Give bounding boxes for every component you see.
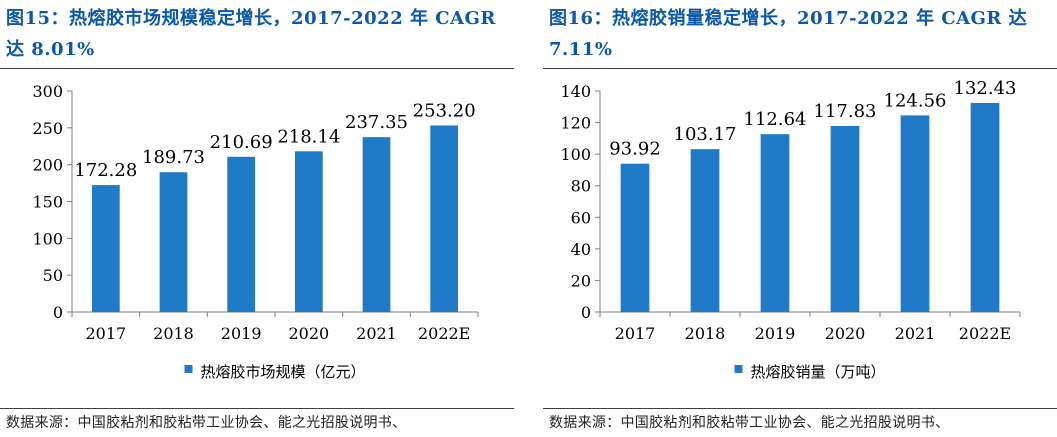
title-divider	[0, 68, 514, 69]
y-tick-label: 250	[32, 119, 63, 138]
data-label: 93.92	[609, 139, 661, 160]
y-tick-label: 40	[571, 240, 591, 259]
sales-volume-bar-chart: 0 20 40 60 80 100 120 140 93.92 2017 103.17 2018 112…	[560, 78, 1021, 381]
x-tick-label: 2019	[755, 324, 796, 343]
data-label: 112.64	[744, 109, 807, 130]
x-tick-label: 2020	[288, 324, 329, 343]
source-divider	[543, 408, 1057, 409]
data-label: 189.73	[142, 147, 205, 168]
data-label: 117.83	[814, 101, 877, 122]
y-tick-label: 120	[560, 114, 591, 133]
data-label: 172.28	[74, 160, 137, 181]
data-label: 210.69	[210, 132, 273, 153]
bar	[760, 134, 790, 312]
bar	[294, 151, 323, 312]
figure-title: 图16：热熔胶销量稳定增长，2017-2022 年 CAGR 达 7.11%	[549, 8, 1028, 60]
legend-swatch	[734, 365, 743, 373]
data-label: 218.14	[277, 126, 340, 147]
data-label: 124.56	[884, 90, 947, 111]
y-tick-label: 50	[43, 266, 63, 285]
bar	[970, 102, 1000, 312]
x-tick-label: 2017	[85, 324, 126, 343]
y-tick-label: 60	[571, 208, 591, 227]
y-tick-label: 20	[571, 271, 591, 290]
x-tick-label: 2021	[356, 324, 397, 343]
x-tick-label: 2017	[615, 324, 656, 343]
bar	[159, 172, 188, 312]
y-tick-label: 150	[32, 193, 63, 212]
data-label: 103.17	[674, 124, 737, 145]
legend-label: 热熔胶市场规模（亿元）	[200, 363, 365, 381]
bar	[900, 115, 930, 312]
data-label: 237.35	[345, 112, 408, 133]
y-tick-label: 80	[571, 177, 591, 196]
x-tick-label: 2021	[895, 324, 936, 343]
x-tick-label: 2020	[825, 324, 866, 343]
source-note: 数据来源：中国胶粘剂和胶粘带工业协会、能之光招股说明书、	[549, 415, 950, 431]
x-tick-label: 2018	[153, 324, 194, 343]
legend-swatch	[184, 365, 193, 373]
y-tick-label: 300	[32, 82, 63, 101]
bar	[690, 149, 720, 312]
market-size-bar-chart: 0 50 100 150 200 250 300 172.28 2017 189.73 2018 21…	[32, 82, 479, 381]
x-tick-label: 2022E	[959, 324, 1011, 343]
y-tick-label: 200	[32, 156, 63, 175]
figure-title: 图15：热熔胶市场规模稳定增长，2017-2022 年 CAGR 达 8.01%	[6, 8, 496, 60]
x-tick-label: 2018	[685, 324, 726, 343]
bar	[227, 156, 256, 312]
bar	[91, 185, 120, 312]
x-tick-label: 2019	[221, 324, 262, 343]
bar	[830, 125, 860, 312]
bar	[362, 137, 391, 312]
x-tick-label: 2022E	[418, 324, 470, 343]
data-label: 132.43	[954, 78, 1017, 99]
y-tick-label: 0	[53, 303, 63, 322]
bar	[620, 163, 650, 312]
y-tick-label: 100	[32, 229, 63, 248]
source-note: 数据来源：中国胶粘剂和胶粘带工业协会、能之光招股说明书、	[6, 415, 407, 431]
figure-16-panel: 图16：热熔胶销量稳定增长，2017-2022 年 CAGR 达 7.11% 0…	[543, 0, 1057, 437]
bar	[430, 125, 459, 312]
legend-label: 热熔胶销量（万吨）	[750, 363, 885, 381]
title-divider	[543, 68, 1057, 69]
y-tick-label: 100	[560, 145, 591, 164]
y-tick-label: 0	[581, 303, 591, 322]
data-label: 253.20	[413, 100, 476, 121]
figure-15-panel: 图15：热熔胶市场规模稳定增长，2017-2022 年 CAGR 达 8.01%…	[0, 0, 514, 437]
y-tick-label: 140	[560, 82, 591, 101]
source-divider	[0, 408, 514, 409]
